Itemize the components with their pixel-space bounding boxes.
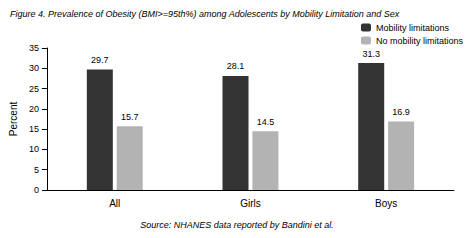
- svg-text:35: 35: [29, 43, 39, 53]
- svg-text:30: 30: [29, 63, 39, 73]
- svg-text:31.3: 31.3: [362, 49, 380, 59]
- svg-text:5: 5: [34, 165, 39, 175]
- svg-text:15.7: 15.7: [121, 112, 139, 122]
- svg-text:25: 25: [29, 84, 39, 94]
- svg-text:29.7: 29.7: [91, 55, 109, 65]
- svg-text:Percent: Percent: [8, 102, 19, 137]
- svg-text:28.1: 28.1: [227, 61, 245, 71]
- svg-text:0: 0: [34, 185, 39, 195]
- svg-text:20: 20: [29, 104, 39, 114]
- svg-text:No mobility limitations: No mobility limitations: [376, 36, 464, 46]
- svg-text:Mobility limitations: Mobility limitations: [376, 23, 450, 33]
- svg-text:Source: NHANES data reported b: Source: NHANES data reported by Bandini …: [140, 220, 334, 230]
- svg-text:Figure 4. Prevalence of Obesit: Figure 4. Prevalence of Obesity (BMI>=95…: [10, 9, 400, 19]
- svg-text:Boys: Boys: [375, 198, 397, 209]
- svg-text:10: 10: [29, 144, 39, 154]
- svg-text:Girls: Girls: [240, 198, 261, 209]
- svg-text:15: 15: [29, 124, 39, 134]
- svg-text:14.5: 14.5: [257, 117, 275, 127]
- svg-text:All: All: [109, 198, 120, 209]
- svg-text:16.9: 16.9: [392, 107, 410, 117]
